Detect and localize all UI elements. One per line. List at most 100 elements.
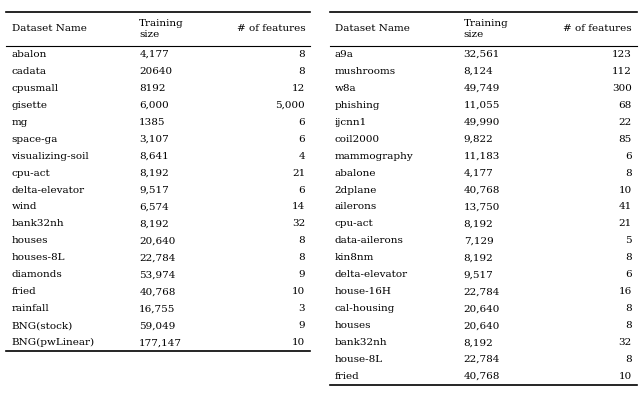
Text: BNG(pwLinear): BNG(pwLinear) [12, 338, 95, 347]
Text: 8,192: 8,192 [464, 338, 493, 347]
Text: space-ga: space-ga [12, 135, 58, 144]
Text: fried: fried [12, 287, 36, 296]
Text: 8,192: 8,192 [140, 220, 169, 228]
Text: ailerons: ailerons [335, 202, 377, 212]
Text: abalone: abalone [335, 169, 376, 177]
Text: 8,641: 8,641 [140, 152, 169, 161]
Text: 53,974: 53,974 [140, 270, 175, 279]
Text: delta-elevator: delta-elevator [12, 185, 84, 195]
Text: 3: 3 [299, 304, 305, 313]
Text: 8: 8 [299, 236, 305, 245]
Text: 11,055: 11,055 [464, 101, 500, 110]
Text: 6: 6 [299, 135, 305, 144]
Text: 68: 68 [618, 101, 632, 110]
Text: 6: 6 [625, 152, 632, 161]
Text: 6: 6 [299, 118, 305, 127]
Text: 16: 16 [618, 287, 632, 296]
Text: 8: 8 [625, 253, 632, 262]
Text: 20,640: 20,640 [140, 236, 175, 245]
Text: Dataset Name: Dataset Name [12, 24, 86, 33]
Text: house-16H: house-16H [335, 287, 392, 296]
Text: 10: 10 [618, 372, 632, 381]
Text: 21: 21 [292, 169, 305, 177]
Text: cadata: cadata [12, 67, 47, 76]
Text: 20,640: 20,640 [464, 321, 500, 330]
Text: w8a: w8a [335, 84, 356, 93]
Text: coil2000: coil2000 [335, 135, 380, 144]
Text: 10: 10 [292, 338, 305, 347]
Text: 6: 6 [299, 185, 305, 195]
Text: 20640: 20640 [140, 67, 172, 76]
Text: cpusmall: cpusmall [12, 84, 59, 93]
Text: 32,561: 32,561 [464, 50, 500, 59]
Text: 16,755: 16,755 [140, 304, 175, 313]
Text: 177,147: 177,147 [140, 338, 182, 347]
Text: 8: 8 [299, 253, 305, 262]
Text: 5: 5 [625, 236, 632, 245]
Text: rainfall: rainfall [12, 304, 49, 313]
Text: 40,768: 40,768 [464, 372, 500, 381]
Text: 10: 10 [618, 185, 632, 195]
Text: 4,177: 4,177 [140, 50, 169, 59]
Text: 10: 10 [292, 287, 305, 296]
Text: 21: 21 [618, 220, 632, 228]
Text: 8,124: 8,124 [464, 67, 493, 76]
Text: houses: houses [12, 236, 48, 245]
Text: Training
size: Training size [464, 19, 509, 39]
Text: 32: 32 [618, 338, 632, 347]
Text: wind: wind [12, 202, 37, 212]
Text: 6: 6 [625, 270, 632, 279]
Text: a9a: a9a [335, 50, 353, 59]
Text: 22: 22 [618, 118, 632, 127]
Text: 40,768: 40,768 [464, 185, 500, 195]
Text: visualizing-soil: visualizing-soil [12, 152, 89, 161]
Text: 4,177: 4,177 [464, 169, 493, 177]
Text: cal-housing: cal-housing [335, 304, 395, 313]
Text: 20,640: 20,640 [464, 304, 500, 313]
Text: 8: 8 [299, 50, 305, 59]
Text: 112: 112 [612, 67, 632, 76]
Text: 300: 300 [612, 84, 632, 93]
Text: gisette: gisette [12, 101, 47, 110]
Text: bank32nh: bank32nh [335, 338, 387, 347]
Text: 22,784: 22,784 [464, 287, 500, 296]
Text: houses-8L: houses-8L [12, 253, 65, 262]
Text: 14: 14 [292, 202, 305, 212]
Text: abalon: abalon [12, 50, 47, 59]
Text: 9: 9 [299, 270, 305, 279]
Text: 2dplane: 2dplane [335, 185, 377, 195]
Text: 11,183: 11,183 [464, 152, 500, 161]
Text: cpu-act: cpu-act [335, 220, 374, 228]
Text: mushrooms: mushrooms [335, 67, 396, 76]
Text: bank32nh: bank32nh [12, 220, 64, 228]
Text: houses: houses [335, 321, 371, 330]
Text: 22,784: 22,784 [464, 355, 500, 364]
Text: data-ailerons: data-ailerons [335, 236, 404, 245]
Text: mg: mg [12, 118, 28, 127]
Text: diamonds: diamonds [12, 270, 62, 279]
Text: 8,192: 8,192 [464, 220, 493, 228]
Text: 1385: 1385 [140, 118, 166, 127]
Text: 8,192: 8,192 [140, 169, 169, 177]
Text: 8: 8 [625, 304, 632, 313]
Text: 123: 123 [612, 50, 632, 59]
Text: delta-elevator: delta-elevator [335, 270, 408, 279]
Text: 40,768: 40,768 [140, 287, 175, 296]
Text: 32: 32 [292, 220, 305, 228]
Text: 49,990: 49,990 [464, 118, 500, 127]
Text: 9,822: 9,822 [464, 135, 493, 144]
Text: 8,192: 8,192 [464, 253, 493, 262]
Text: Dataset Name: Dataset Name [335, 24, 410, 33]
Text: 3,107: 3,107 [140, 135, 169, 144]
Text: kin8nm: kin8nm [335, 253, 374, 262]
Text: 12: 12 [292, 84, 305, 93]
Text: # of features: # of features [237, 24, 305, 33]
Text: 9: 9 [299, 321, 305, 330]
Text: 6,574: 6,574 [140, 202, 169, 212]
Text: 4: 4 [299, 152, 305, 161]
Text: 22,784: 22,784 [140, 253, 175, 262]
Text: 41: 41 [618, 202, 632, 212]
Text: 85: 85 [618, 135, 632, 144]
Text: 13,750: 13,750 [464, 202, 500, 212]
Text: house-8L: house-8L [335, 355, 383, 364]
